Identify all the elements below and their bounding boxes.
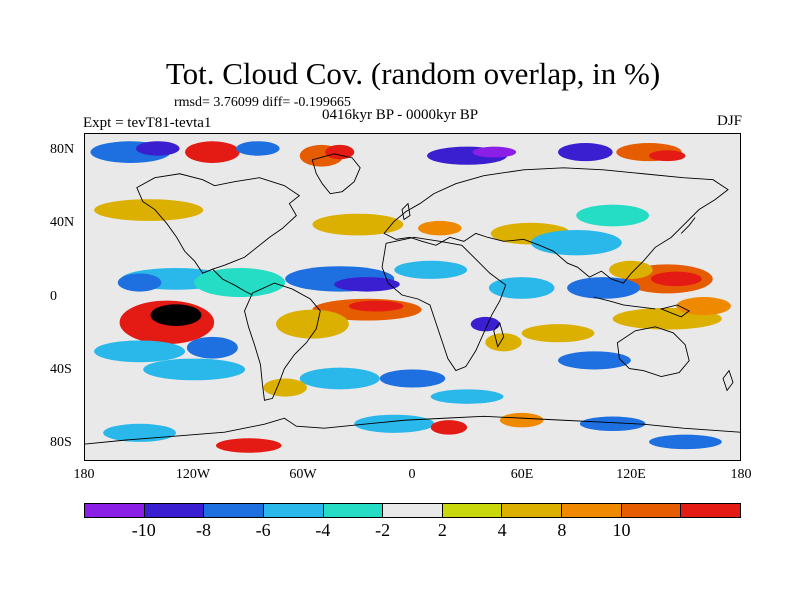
anomaly-layer (90, 141, 731, 453)
anomaly-patch (576, 204, 650, 227)
anomaly-patch (143, 358, 246, 381)
coastline-greenland (311, 153, 361, 195)
lon-tick-label: 180 (730, 467, 752, 482)
anomaly-patch (579, 416, 646, 432)
lon-tick-label: 0 (408, 467, 416, 482)
lat-tick-label: 0 (50, 289, 57, 304)
season-label: DJF (716, 113, 742, 129)
anomaly-patch (650, 271, 702, 287)
experiment-label: Expt = tevT81-tevta1 (83, 115, 212, 131)
anomaly-patch (676, 297, 731, 316)
anomaly-patch (186, 336, 238, 359)
anomaly-patch (325, 144, 355, 160)
anomaly-patch (499, 412, 544, 428)
anomaly-patch (430, 389, 504, 404)
colorbar-swatch (621, 504, 682, 517)
colorbar-swatch (502, 504, 563, 517)
anomaly-patch (94, 340, 186, 363)
anomaly-patch (334, 277, 400, 292)
coastline-madagascar (493, 321, 505, 348)
map-panel (84, 133, 741, 461)
anomaly-patch (276, 309, 349, 339)
coastline-north-america (136, 173, 301, 274)
colorbar-swatch (681, 504, 741, 517)
lat-tick-label: 40N (50, 215, 75, 230)
anomaly-patch (185, 141, 240, 163)
colorbar-tick-label: -8 (195, 520, 211, 540)
colorbar-swatch (383, 504, 443, 517)
coastline-japan (680, 217, 696, 234)
colorbar-tick-label: 10 (612, 520, 631, 540)
anomaly-patch (649, 150, 686, 162)
lat-tick-label: 40S (50, 362, 72, 377)
lon-tick-label: 180 (73, 467, 95, 482)
colorbar-swatch (442, 504, 503, 517)
anomaly-patch (299, 367, 380, 390)
coastline-australia (616, 326, 690, 377)
coastline-indonesia (593, 296, 656, 310)
anomaly-patch (521, 324, 595, 343)
lon-tick-label: 120W (175, 467, 211, 482)
coastline-uk (401, 202, 411, 221)
anomaly-patch (558, 143, 613, 162)
colorbar-swatch (204, 504, 264, 517)
anomaly-patch (472, 146, 517, 158)
colorbar-tick-label: -2 (375, 520, 391, 540)
lon-tick-label: 120E (616, 467, 646, 482)
anomaly-patch (558, 351, 631, 370)
anomaly-patch (417, 220, 462, 236)
anomaly-patch (488, 277, 555, 299)
coastline-eurasia (383, 167, 729, 284)
anomaly-patch (312, 213, 404, 236)
coastline-antarctica (85, 415, 740, 445)
colorbar-swatch (323, 504, 384, 517)
colorbar-swatch (144, 504, 205, 517)
anomaly-patch (394, 260, 468, 279)
anomaly-patch (117, 273, 162, 292)
colorbar-tick-label: -4 (315, 520, 331, 540)
coastline-layer (85, 153, 740, 445)
anomaly-patch (649, 434, 722, 450)
coastline-africa (381, 236, 507, 372)
coastline-new-guinea (659, 304, 691, 318)
anomaly-patch (379, 369, 446, 388)
anomaly-patch (609, 260, 653, 279)
coastline-central-america (212, 268, 253, 296)
lon-tick-label: 60E (510, 467, 534, 482)
anomaly-patch (236, 141, 280, 156)
colorbar-swatch (85, 504, 145, 517)
lon-tick-label: 60W (289, 467, 317, 482)
anomaly-patch (530, 229, 622, 256)
lat-tick-label: 80N (50, 142, 75, 157)
coastline-new-zealand (722, 369, 734, 392)
anomaly-patch (354, 414, 435, 433)
anomaly-patch (470, 316, 500, 332)
colorbar-swatch (263, 504, 324, 517)
anomaly-patch (194, 268, 286, 297)
colorbar-tick-label: 8 (557, 520, 567, 540)
anomaly-patch (430, 420, 468, 435)
anomaly-patch (485, 333, 522, 352)
plot-title: Tot. Cloud Cov. (random overlap, in %) (165, 56, 661, 91)
coastline-south-america (244, 282, 321, 401)
anomaly-patch (94, 199, 204, 221)
colorbar-swatch (562, 504, 622, 517)
lat-tick-label: 80S (50, 435, 72, 450)
cloud-anomaly-field (85, 141, 740, 453)
anomaly-patch (135, 141, 180, 156)
anomaly-patch (216, 438, 282, 453)
anomaly-patch (150, 304, 202, 326)
colorbar-tick-label: -10 (131, 520, 156, 540)
colorbar (84, 503, 741, 518)
rmsd-diff-stats: rmsd= 3.76099 diff= -0.199665 (174, 95, 351, 110)
colorbar-tick-label: 4 (497, 520, 507, 540)
colorbar-tick-label: -6 (255, 520, 271, 540)
colorbar-tick-label: 2 (437, 520, 447, 540)
anomaly-patch (263, 378, 307, 397)
period-label: 0416kyr BP - 0000kyr BP (322, 107, 479, 123)
anomaly-patch (567, 277, 640, 299)
anomaly-patch (348, 300, 404, 312)
